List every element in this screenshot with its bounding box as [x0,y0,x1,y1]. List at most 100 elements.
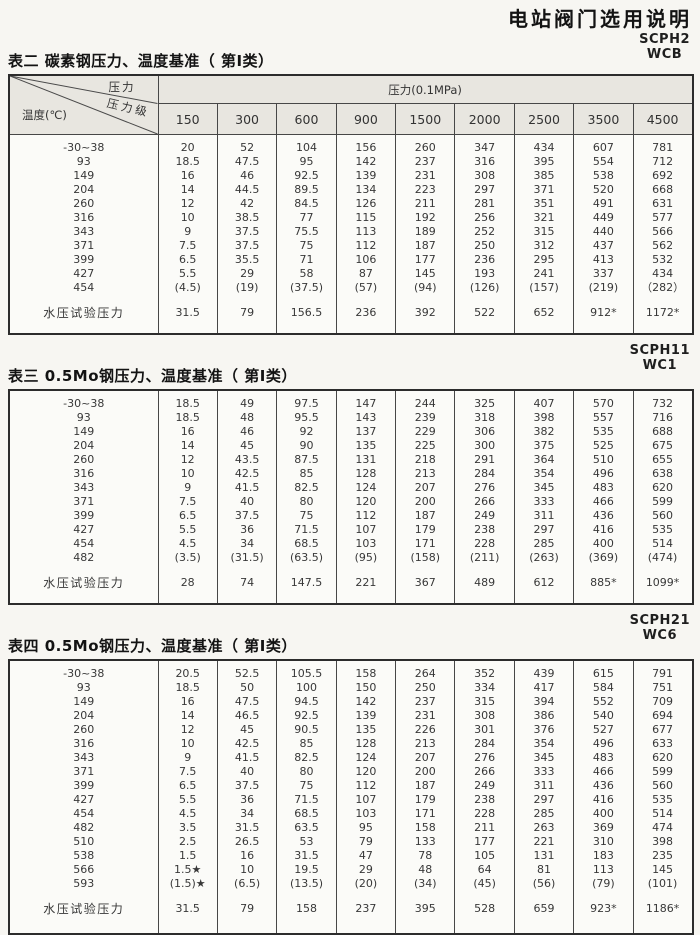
pressure-value-cell: 2.5 [157,835,218,849]
pressure-value-cell: 413 [573,253,634,267]
pressure-value-cell: 677 [632,723,693,737]
pressure-value-cell: 732 [632,390,693,411]
pressure-value-cell: (3.5) [157,551,218,565]
pressure-value-cell: 12 [157,723,218,737]
temperature-cell: 427 [8,523,158,537]
temperature-cell: 454 [8,281,158,295]
pressure-class-header-row: 150 300 600 900 1500 2000 2500 3500 4500 [9,103,693,135]
pressure-value-cell: 249 [454,509,515,523]
pressure-value-cell: 105.5 [276,660,337,681]
pressure-value-cell: 71.5 [276,523,337,537]
pressure-value-cell: 371 [513,183,574,197]
table-row: 149 16 47.5 94.5 142 237 315 394 552 709 [8,695,693,709]
pressure-value-cell: 112 [335,779,396,793]
hydro-test-pressure-row: 水压试验压力 31.5 79 158 237 395 528 659 923* 1186* [8,891,693,934]
pressure-value-cell: 40 [216,765,277,779]
table-section-carbon-steel: SCPH2 WCB 表二 碳素钢压力、温度基准（ 第Ⅰ类） 压力 压力级 温度(… [8,32,694,335]
temperature-cell: 204 [8,183,158,197]
pressure-value-cell: 145 [395,267,455,281]
pressure-value-cell: 120 [335,495,396,509]
diagonal-header-cell: 压力 压力级 温度(℃) [8,75,158,135]
pressure-value-cell: 41.5 [216,481,277,495]
pressure-value-cell: 540 [573,709,634,723]
pressure-value-cell: 301 [454,723,515,737]
section-header: SCPH11 WC1 表三 0.5Mo钢压力、温度基准（ 第Ⅰ类） [8,343,692,389]
table-row: 399 6.5 37.5 75 112 187 249 311 436 560 [8,779,693,793]
pressure-value-cell: 18.5 [157,411,218,425]
pressure-value-cell: 599 [632,495,693,509]
pressure-value-cell: 35.5 [216,253,277,267]
pressure-value-cell: 345 [513,751,574,765]
hydro-test-pressure-row: 水压试验压力 28 74 147.5 221 367 489 612 885* 1099* [8,565,693,604]
table-row: 566 1.5★ 10 19.5 29 48 64 81 113 145 [8,863,693,877]
pressure-value-cell: 124 [335,751,396,765]
pressure-value-cell: 434 [513,134,574,155]
temperature-cell: 260 [8,197,158,211]
pressure-value-cell: 4.5 [157,807,218,821]
material-code-primary: SCPH11 [629,343,690,358]
pressure-value-cell: 223 [395,183,455,197]
pressure-value-cell: 20 [157,134,218,155]
temperature-cell: 316 [8,211,158,225]
hydro-test-pressure-value: 489 [454,565,515,604]
pressure-value-cell: 688 [632,425,693,439]
temperature-cell: 371 [8,495,158,509]
pressure-value-cell: 599 [632,765,693,779]
pressure-value-cell: 82.5 [276,751,337,765]
hydro-test-pressure-value: 221 [335,565,396,604]
temperature-cell: 371 [8,239,158,253]
pressure-value-cell: 560 [632,779,693,793]
pressure-value-cell: 552 [573,695,634,709]
pressure-value-cell: (219) [573,281,634,295]
pressure-value-cell: 100 [276,681,337,695]
pressure-value-cell: 436 [573,509,634,523]
temperature-cell: 343 [8,225,158,239]
pressure-value-cell: 351 [513,197,574,211]
pressure-value-cell: 337 [573,267,634,281]
temperature-cell: 260 [8,453,158,467]
temperature-cell: 399 [8,509,158,523]
table-section-molybdenum-steel-wc6: SCPH21 WC6 表四 0.5Mo钢压力、温度基准（ 第Ⅰ类） -30~38… [8,613,694,935]
temperature-cell: 454 [8,537,158,551]
pressure-value-cell: 71 [276,253,337,267]
pressure-value-cell: 638 [632,467,693,481]
pressure-value-cell: 535 [632,793,693,807]
pressure-value-cell: 14 [157,183,218,197]
pressure-value-cell: 14 [157,709,218,723]
pressure-value-cell: 231 [395,169,455,183]
hydro-test-pressure-value: 1186* [632,891,693,934]
pressure-value-cell: 252 [454,225,515,239]
pressure-value-cell: 333 [513,495,574,509]
pressure-value-cell: 82.5 [276,481,337,495]
pressure-value-cell: 97.5 [276,390,337,411]
pressure-value-cell: 6.5 [157,509,218,523]
pressure-temperature-table: -30~38 18.5 49 97.5 147 244 325 407 570 732 93 18.5… [8,389,694,605]
temperature-cell: 454 [8,807,158,821]
pressure-value-cell: 95 [276,155,337,169]
temperature-cell: 343 [8,751,158,765]
pressure-value-cell: (45) [454,877,515,891]
pressure-value-cell: 36 [216,793,277,807]
pressure-value-cell: 18.5 [157,155,218,169]
pressure-value-cell: 137 [335,425,396,439]
pressure-value-cell: 213 [395,467,455,481]
pressure-value-cell: 321 [513,211,574,225]
pressure-value-cell: 85 [276,467,337,481]
table-row: 454 4.5 34 68.5 103 171 228 285 400 514 [8,807,693,821]
pressure-value-cell: 87.5 [276,453,337,467]
pressure-value-cell: 92.5 [276,169,337,183]
pressure-value-cell: (158) [395,551,455,565]
pressure-value-cell: 106 [335,253,396,267]
pressure-class-column-header: 1500 [395,103,455,135]
pressure-value-cell: 1.5★ [157,863,218,877]
temperature-cell: -30~38 [8,390,158,411]
pressure-value-cell: 48 [216,411,277,425]
pressure-value-cell: 562 [632,239,693,253]
table-row: 149 16 46 92.5 139 231 308 385 538 692 [8,169,693,183]
section-header: SCPH21 WC6 表四 0.5Mo钢压力、温度基准（ 第Ⅰ类） [8,613,692,659]
pressure-value-cell: 89.5 [276,183,337,197]
pressure-value-cell: (19) [216,281,277,295]
pressure-value-cell: 46 [216,169,277,183]
pressure-value-cell: 92.5 [276,709,337,723]
pressure-value-cell: 171 [395,807,455,821]
